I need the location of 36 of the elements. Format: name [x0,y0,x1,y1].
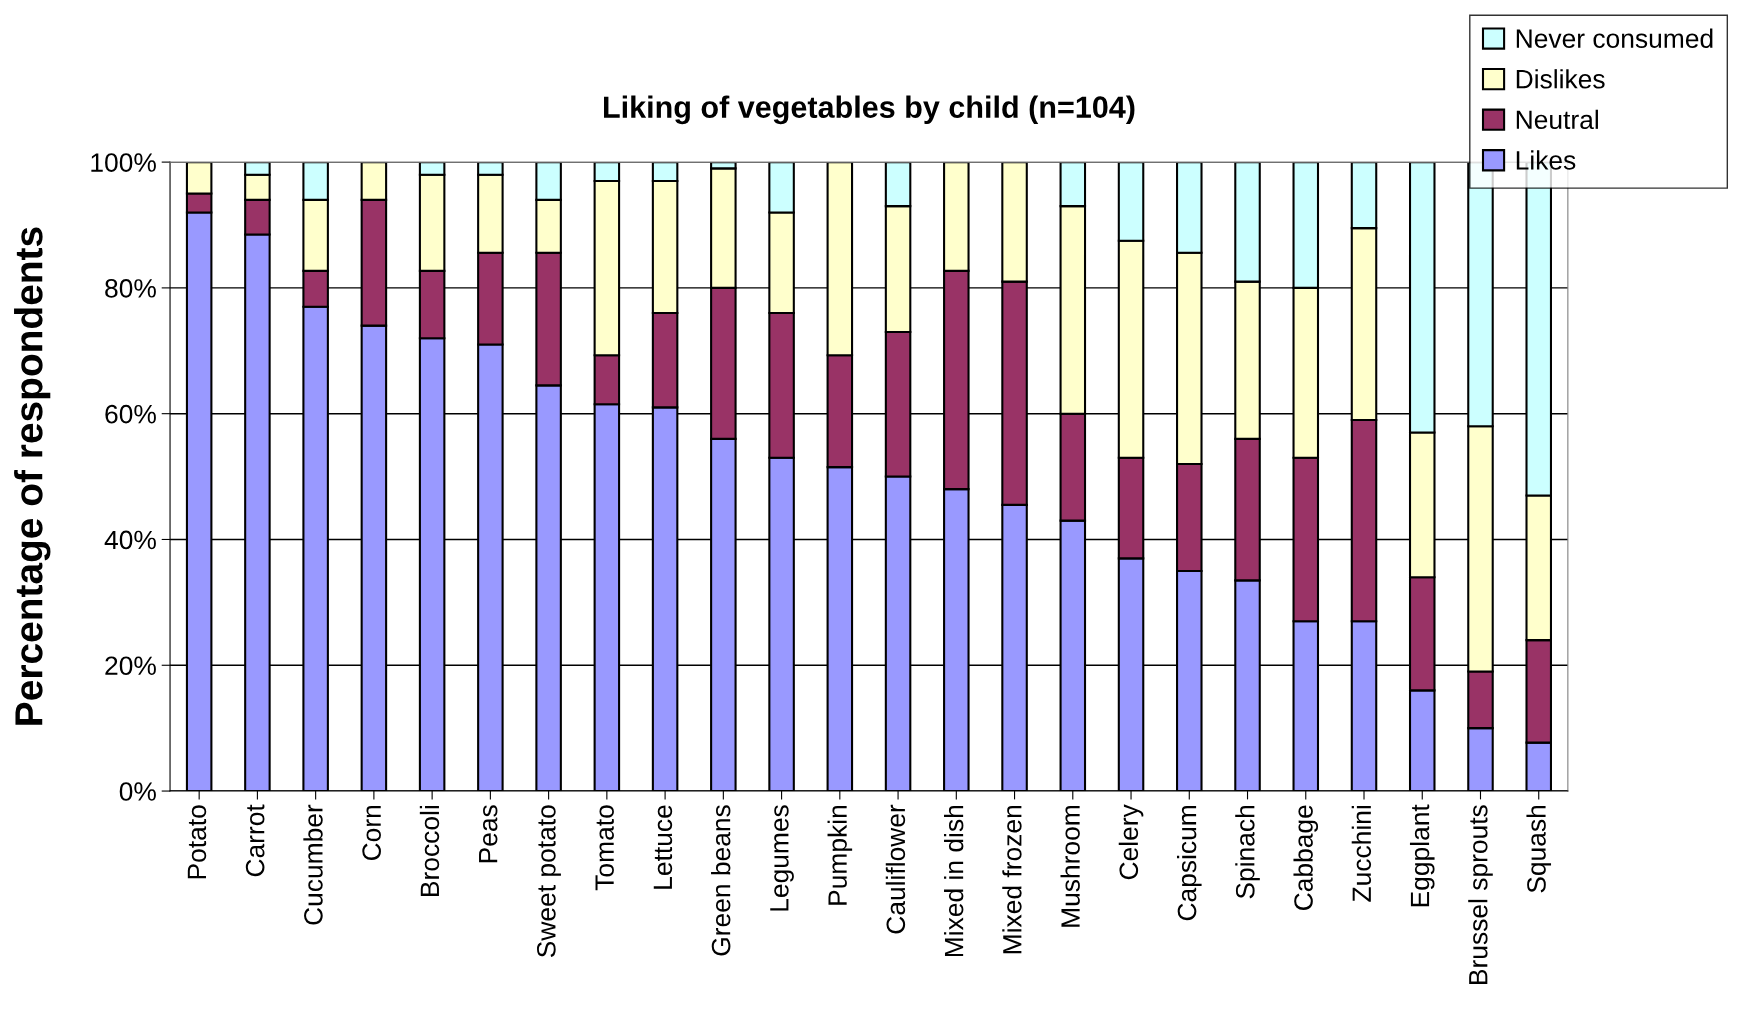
x-tick-label: Lettuce [653,805,673,889]
x-tick-label: Celery [1118,804,1144,880]
x-tick-label: Squash [1526,805,1552,893]
x-tick-label: Spinach [1235,805,1260,899]
x-tick-label: Peas [479,805,498,863]
x-tick-label: Green beans [711,805,731,956]
legend-label: Neutral [1516,109,1598,130]
x-tick-label: Cucumber [303,804,323,925]
x-tick-label: Zucchini [1351,806,1372,902]
x-tick-label: Eggplant [1409,804,1435,907]
x-tick-label: Corn [362,805,381,861]
y-tick-label: 40% [104,530,156,550]
y-axis-title: Percentage of respondents [14,227,51,725]
y-tick-label: 0% [119,782,156,801]
x-tick-label: Sweet potato [537,805,561,958]
x-tick-label: Legumes [770,805,794,911]
chart-title: Liking of vegetables by child (n=104) [604,95,1135,125]
y-tick-label: 100% [91,153,156,172]
x-tick-label: Mushroom [1060,805,1080,927]
x-tick-label: Tomato [595,805,614,891]
x-tick-label: Mixed in dish [944,805,964,957]
x-tick-label: Broccoli [419,806,440,896]
x-tick-label: Cabbage [1293,805,1319,911]
x-tick-label: Cauliflower [885,804,906,934]
x-tick-label: Capsicum [1176,805,1202,921]
legend-label: Dislikes [1516,69,1605,89]
x-tick-label: Carrot [245,804,265,877]
y-tick-label: 20% [105,656,156,676]
legend-label: Never consumed [1516,28,1713,48]
y-tick-label: 80% [105,279,156,298]
y-tick-label: 60% [105,404,156,424]
x-tick-label: Brussel sprouts [1468,805,1493,984]
x-tick-label: Potato [187,805,207,879]
x-tick-label: Mixed frozen [1002,805,1022,954]
legend-label: Likes [1516,150,1576,170]
x-tick-label: Pumpkin [827,805,853,905]
